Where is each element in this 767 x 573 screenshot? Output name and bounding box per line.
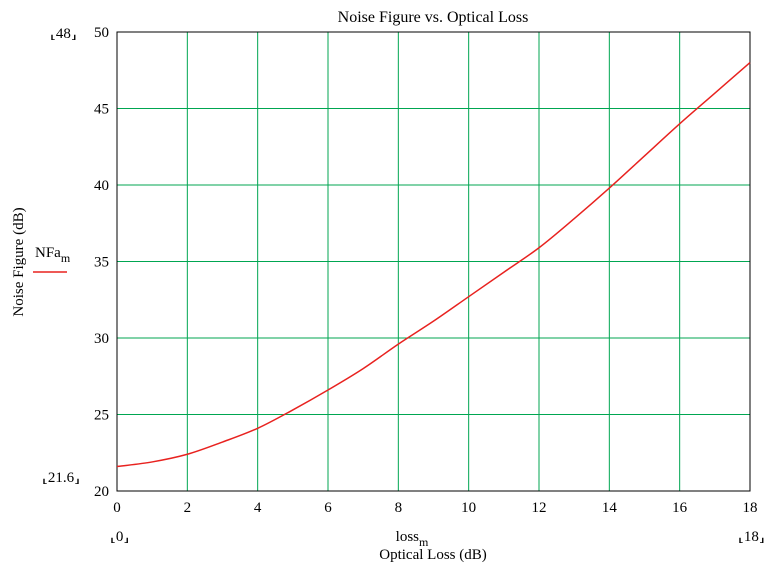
chart-title: Noise Figure vs. Optical Loss: [338, 9, 529, 26]
x-tick-label: 16: [672, 500, 688, 516]
grid-lines: [117, 32, 750, 491]
x-tick-label: 0: [113, 500, 121, 516]
x-tick-label: 12: [532, 500, 547, 516]
x-min-marker: ⸤0⸥: [110, 529, 129, 545]
plot-frame: [116, 31, 751, 492]
y-tick-labels: 20 25 30 35 40 45 50: [94, 25, 109, 500]
y-tick-label: 45: [94, 102, 109, 118]
x-tick-label: 18: [743, 500, 758, 516]
y-tick-label: 20: [94, 484, 109, 500]
y-min-marker: ⸤21.6⸥: [42, 470, 80, 486]
y-tick-label: 30: [94, 331, 109, 347]
x-tick-label: 2: [184, 500, 192, 516]
series-line-nfam: [116, 62, 751, 468]
x-tick-label: 8: [395, 500, 403, 516]
x-tick-label: 10: [461, 500, 476, 516]
x-tick-label: 14: [602, 500, 618, 516]
y-axis-label: Noise Figure (dB): [11, 207, 27, 316]
x-variable-label: lossm: [396, 529, 429, 549]
x-tick-label: 6: [324, 500, 332, 516]
legend: NFam: [33, 245, 71, 273]
x-tick-labels: 0 2 4 6 8 10 12 14 16 18: [113, 500, 757, 516]
y-tick-label: 50: [94, 25, 109, 41]
x-max-marker: ⸤18⸥: [738, 529, 765, 545]
x-tick-label: 4: [254, 500, 262, 516]
y-tick-label: 25: [94, 408, 109, 424]
legend-series-label: NFam: [35, 245, 71, 265]
y-tick-label: 40: [94, 178, 109, 194]
y-tick-label: 35: [94, 255, 109, 271]
x-axis-label: Optical Loss (dB): [379, 547, 486, 563]
y-max-marker: ⸤48⸥: [50, 26, 77, 42]
